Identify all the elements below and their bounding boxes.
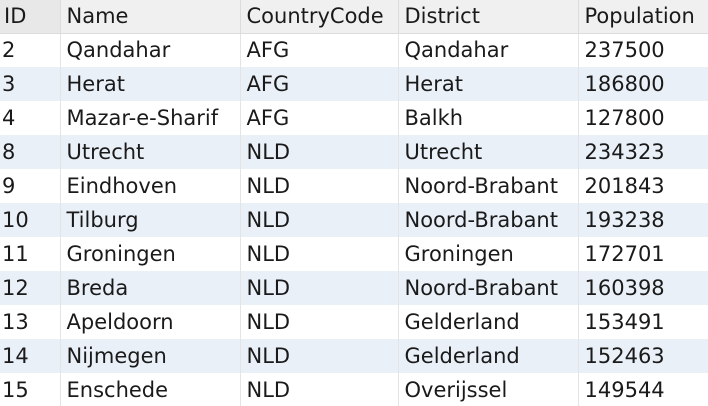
- header-row: ID Name CountryCode District Population: [0, 0, 708, 34]
- cell-district[interactable]: Groningen: [398, 237, 579, 271]
- cell-district[interactable]: Noord-Brabant: [398, 271, 579, 305]
- cell-population[interactable]: 234323: [578, 135, 708, 169]
- cell-name[interactable]: Utrecht: [60, 135, 241, 169]
- cell-country-code[interactable]: NLD: [240, 305, 399, 339]
- cell-id[interactable]: 13: [0, 305, 61, 339]
- cell-population[interactable]: 186800: [578, 67, 708, 101]
- cell-id[interactable]: 14: [0, 339, 61, 373]
- cell-country-code[interactable]: NLD: [240, 203, 399, 237]
- cell-id[interactable]: 9: [0, 169, 61, 203]
- cell-population[interactable]: 237500: [578, 33, 708, 67]
- cell-id[interactable]: 8: [0, 135, 61, 169]
- column-header-country-code[interactable]: CountryCode: [240, 0, 399, 34]
- column-header-district[interactable]: District: [398, 0, 579, 34]
- cell-id[interactable]: 12: [0, 271, 61, 305]
- cell-country-code[interactable]: NLD: [240, 373, 399, 406]
- cell-country-code[interactable]: NLD: [240, 169, 399, 203]
- table-row[interactable]: 3 Herat AFG Herat 186800: [0, 67, 708, 101]
- table-row[interactable]: 2 Qandahar AFG Qandahar 237500: [0, 33, 708, 67]
- cell-id[interactable]: 2: [0, 33, 61, 67]
- cell-id[interactable]: 3: [0, 67, 61, 101]
- table-row[interactable]: 10 Tilburg NLD Noord-Brabant 193238: [0, 203, 708, 237]
- cell-id[interactable]: 11: [0, 237, 61, 271]
- cell-country-code[interactable]: AFG: [240, 101, 399, 135]
- cell-population[interactable]: 153491: [578, 305, 708, 339]
- cell-district[interactable]: Gelderland: [398, 339, 579, 373]
- cell-name[interactable]: Nijmegen: [60, 339, 241, 373]
- cell-district[interactable]: Noord-Brabant: [398, 203, 579, 237]
- cell-population[interactable]: 127800: [578, 101, 708, 135]
- cell-population[interactable]: 172701: [578, 237, 708, 271]
- cell-population[interactable]: 152463: [578, 339, 708, 373]
- cell-name[interactable]: Qandahar: [60, 33, 241, 67]
- cell-district[interactable]: Gelderland: [398, 305, 579, 339]
- cell-name[interactable]: Groningen: [60, 237, 241, 271]
- cell-district[interactable]: Noord-Brabant: [398, 169, 579, 203]
- cell-population[interactable]: 201843: [578, 169, 708, 203]
- table-row[interactable]: 12 Breda NLD Noord-Brabant 160398: [0, 271, 708, 305]
- cell-name[interactable]: Apeldoorn: [60, 305, 241, 339]
- cell-district[interactable]: Utrecht: [398, 135, 579, 169]
- column-header-name[interactable]: Name: [60, 0, 241, 34]
- table-row[interactable]: 13 Apeldoorn NLD Gelderland 153491: [0, 305, 708, 339]
- cell-district[interactable]: Balkh: [398, 101, 579, 135]
- cell-population[interactable]: 193238: [578, 203, 708, 237]
- cell-population[interactable]: 160398: [578, 271, 708, 305]
- table-row[interactable]: 4 Mazar-e-Sharif AFG Balkh 127800: [0, 101, 708, 135]
- cell-district[interactable]: Herat: [398, 67, 579, 101]
- cell-id[interactable]: 15: [0, 373, 61, 406]
- cell-name[interactable]: Tilburg: [60, 203, 241, 237]
- cell-population[interactable]: 149544: [578, 373, 708, 406]
- cell-country-code[interactable]: NLD: [240, 135, 399, 169]
- cell-country-code[interactable]: AFG: [240, 33, 399, 67]
- cell-id[interactable]: 4: [0, 101, 61, 135]
- table-row[interactable]: 15 Enschede NLD Overijssel 149544: [0, 373, 708, 406]
- table-row[interactable]: 14 Nijmegen NLD Gelderland 152463: [0, 339, 708, 373]
- column-header-id[interactable]: ID: [0, 0, 61, 34]
- table-row[interactable]: 8 Utrecht NLD Utrecht 234323: [0, 135, 708, 169]
- cell-country-code[interactable]: NLD: [240, 237, 399, 271]
- cell-name[interactable]: Mazar-e-Sharif: [60, 101, 241, 135]
- column-header-population[interactable]: Population: [578, 0, 708, 34]
- cell-id[interactable]: 10: [0, 203, 61, 237]
- cell-country-code[interactable]: AFG: [240, 67, 399, 101]
- cell-district[interactable]: Qandahar: [398, 33, 579, 67]
- cell-country-code[interactable]: NLD: [240, 339, 399, 373]
- table-row[interactable]: 11 Groningen NLD Groningen 172701: [0, 237, 708, 271]
- cell-name[interactable]: Breda: [60, 271, 241, 305]
- cell-name[interactable]: Enschede: [60, 373, 241, 406]
- cell-district[interactable]: Overijssel: [398, 373, 579, 406]
- cell-name[interactable]: Eindhoven: [60, 169, 241, 203]
- cell-country-code[interactable]: NLD: [240, 271, 399, 305]
- table-row[interactable]: 9 Eindhoven NLD Noord-Brabant 201843: [0, 169, 708, 203]
- cell-name[interactable]: Herat: [60, 67, 241, 101]
